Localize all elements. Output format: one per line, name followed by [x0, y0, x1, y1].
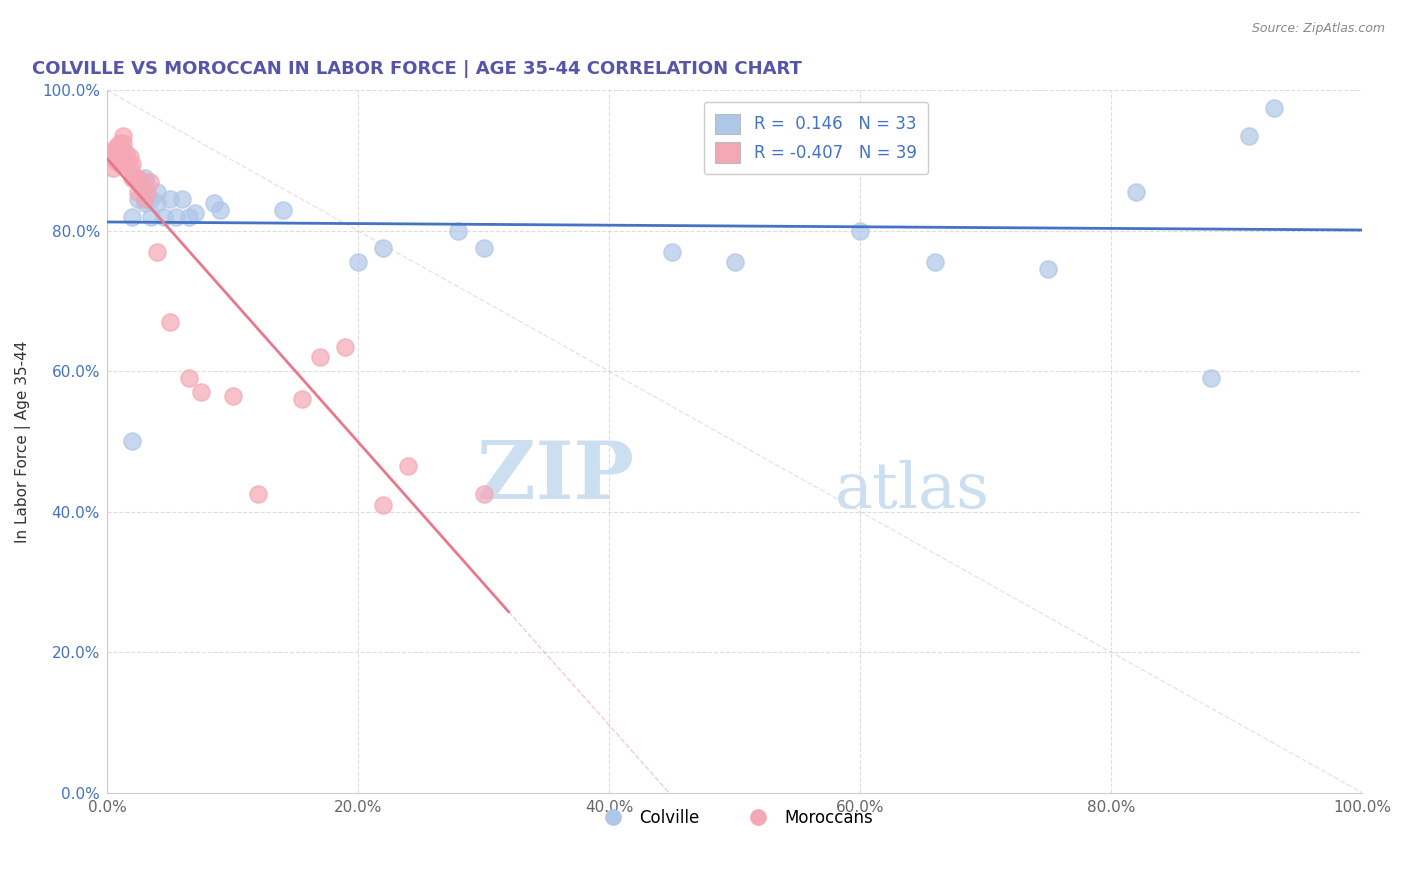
Point	[246, 487, 269, 501]
Point	[103, 161, 125, 175]
Point	[849, 224, 872, 238]
Point	[104, 153, 127, 168]
Point	[1237, 128, 1260, 143]
Point	[447, 224, 470, 238]
Point	[202, 195, 225, 210]
Point	[159, 315, 181, 329]
Point	[127, 192, 149, 206]
Point	[347, 255, 370, 269]
Point	[112, 136, 135, 150]
Point	[121, 434, 143, 449]
Point	[208, 202, 231, 217]
Point	[121, 157, 143, 171]
Point	[134, 171, 156, 186]
Point	[1201, 371, 1223, 385]
Point	[127, 185, 149, 199]
Point	[723, 255, 745, 269]
Point	[134, 192, 156, 206]
Point	[105, 139, 128, 153]
Point	[105, 150, 128, 164]
Point	[309, 350, 332, 364]
Point	[103, 150, 125, 164]
Point	[661, 244, 683, 259]
Point	[373, 241, 395, 255]
Text: atlas: atlas	[835, 460, 990, 521]
Text: COLVILLE VS MOROCCAN IN LABOR FORCE | AGE 35-44 CORRELATION CHART: COLVILLE VS MOROCCAN IN LABOR FORCE | AG…	[32, 60, 801, 78]
Point	[138, 175, 160, 189]
Point	[172, 192, 194, 206]
Point	[108, 136, 131, 150]
Point	[134, 175, 156, 189]
Point	[103, 143, 125, 157]
Point	[104, 143, 127, 157]
Point	[127, 171, 149, 186]
Point	[184, 206, 207, 220]
Point	[124, 171, 146, 186]
Point	[177, 371, 200, 385]
Point	[121, 210, 143, 224]
Point	[111, 146, 134, 161]
Point	[152, 210, 174, 224]
Point	[146, 185, 169, 199]
Point	[108, 157, 131, 171]
Point	[472, 241, 495, 255]
Point	[111, 157, 134, 171]
Point	[115, 157, 138, 171]
Point	[290, 392, 312, 407]
Point	[1125, 185, 1147, 199]
Point	[139, 210, 162, 224]
Point	[115, 146, 138, 161]
Point	[129, 175, 152, 189]
Point	[112, 128, 135, 143]
Point	[134, 192, 156, 206]
Point	[108, 146, 131, 161]
Point	[121, 171, 143, 186]
Point	[373, 498, 395, 512]
Y-axis label: In Labor Force | Age 35-44: In Labor Force | Age 35-44	[15, 340, 31, 542]
Text: ZIP: ZIP	[477, 438, 634, 516]
Point	[190, 385, 212, 400]
Point	[271, 202, 294, 217]
Point	[136, 185, 159, 199]
Point	[118, 150, 141, 164]
Point	[159, 192, 181, 206]
Point	[1263, 101, 1285, 115]
Point	[146, 244, 169, 259]
Point	[118, 161, 141, 175]
Point	[134, 195, 156, 210]
Point	[335, 340, 357, 354]
Point	[924, 255, 946, 269]
Point	[472, 487, 495, 501]
Point	[1038, 262, 1060, 277]
Point	[146, 195, 169, 210]
Point	[177, 210, 200, 224]
Point	[396, 458, 419, 473]
Text: Source: ZipAtlas.com: Source: ZipAtlas.com	[1251, 22, 1385, 36]
Point	[165, 210, 187, 224]
Legend: Colville, Moroccans: Colville, Moroccans	[589, 802, 880, 833]
Point	[221, 389, 243, 403]
Point	[139, 192, 162, 206]
